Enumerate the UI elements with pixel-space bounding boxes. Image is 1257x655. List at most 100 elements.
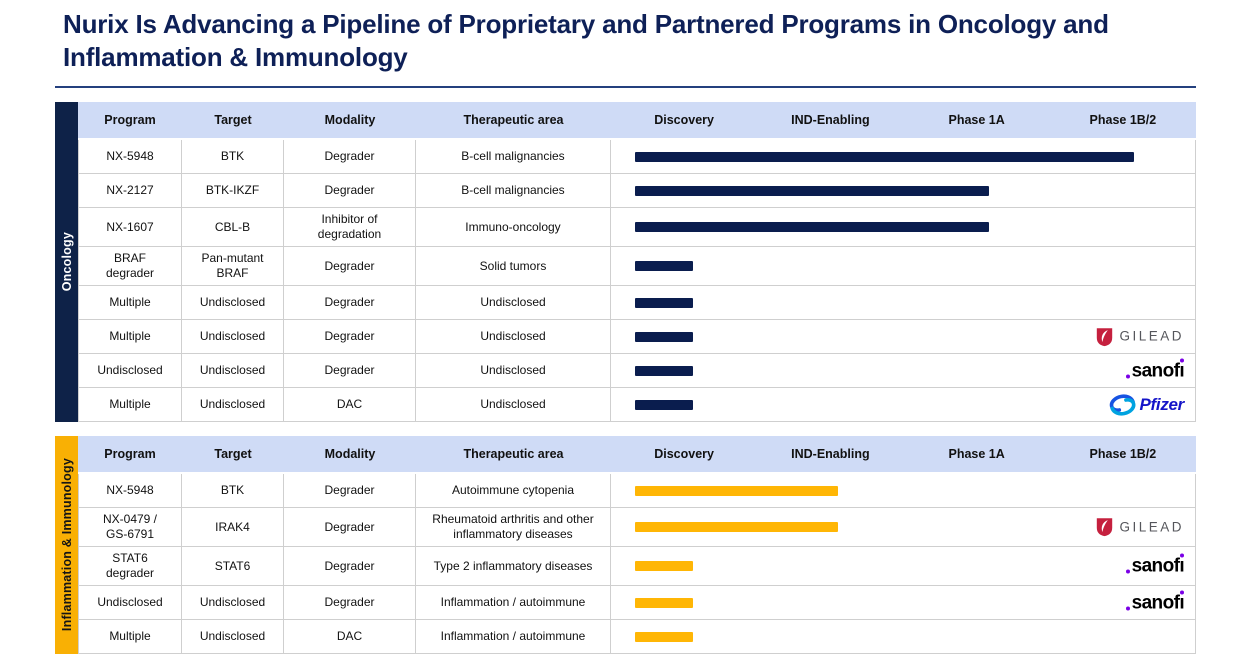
table-header-row: Program Target Modality Therapeutic area Dis…	[78, 102, 1196, 138]
phase-header: Discovery	[654, 113, 714, 127]
cell-therapeutic-area: Undisclosed	[416, 286, 611, 319]
partner-logo-slot: GILEAD	[1096, 518, 1184, 537]
cell-program: Multiple	[78, 620, 182, 653]
cell-modality: Degrader	[284, 174, 416, 207]
cell-therapeutic-area: Autoimmune cytopenia	[416, 474, 611, 507]
sanofi-i: ı	[1179, 358, 1185, 381]
cell-modality: Degrader	[284, 586, 416, 619]
phase-progress-bar	[634, 631, 694, 642]
cell-modality: Degrader	[284, 320, 416, 353]
sanofi-logo: sanofı	[1125, 358, 1185, 381]
gilead-wordmark: GILEAD	[1119, 328, 1184, 344]
cell-phase-timeline	[611, 140, 1196, 173]
sanofi-wordmark: sanof	[1131, 360, 1180, 381]
cell-phase-timeline	[611, 208, 1196, 246]
cell-phase-timeline	[611, 174, 1196, 207]
cell-therapeutic-area: Undisclosed	[416, 354, 611, 387]
cell-target: Undisclosed	[182, 320, 284, 353]
cell-phase-timeline	[611, 620, 1196, 653]
sanofi-dot-icon	[1125, 569, 1130, 574]
phase-header: Phase 1A	[948, 113, 1005, 127]
table-row: Undisclosed Undisclosed Degrader Inflamm…	[78, 586, 1196, 620]
phase-header: IND-Enabling	[791, 113, 870, 127]
cell-modality: Degrader	[284, 547, 416, 585]
table-row: NX-1607 CBL-B Inhibitor of degradation I…	[78, 208, 1196, 247]
pipeline-table: Program Target Modality Therapeutic area Dis…	[78, 436, 1196, 654]
cell-phase-timeline: GILEAD	[611, 320, 1196, 353]
pipeline-tables: Oncology Program Target Modality Therapeuti…	[55, 102, 1257, 654]
cell-therapeutic-area: Type 2 inflammatory diseases	[416, 547, 611, 585]
column-header: Program	[104, 447, 156, 461]
sanofi-i: ı	[1179, 553, 1185, 577]
cell-target: Undisclosed	[182, 354, 284, 387]
phase-progress-bar	[634, 261, 694, 271]
cell-therapeutic-area: Undisclosed	[416, 388, 611, 421]
cell-modality: DAC	[284, 620, 416, 653]
phase-progress-bar	[634, 297, 694, 308]
table-row: NX-5948 BTK Degrader Autoimmune cytopeni…	[78, 474, 1196, 508]
cell-target: Pan-mutant BRAF	[182, 247, 284, 285]
cell-therapeutic-area: Solid tumors	[416, 247, 611, 285]
phase-progress-bar	[634, 485, 838, 496]
table-row: NX-5948 BTK Degrader B-cell malignancies	[78, 140, 1196, 174]
table-row: BRAF degrader Pan-mutant BRAF Degrader S…	[78, 247, 1196, 286]
cell-modality: Degrader	[284, 140, 416, 173]
cell-target: Undisclosed	[182, 388, 284, 421]
column-header: Target	[214, 113, 252, 127]
cell-therapeutic-area: Undisclosed	[416, 320, 611, 353]
sanofi-dot-icon	[1125, 606, 1130, 610]
phase-header: Phase 1B/2	[1089, 447, 1157, 461]
cell-target: IRAK4	[182, 508, 284, 546]
table-header-row: Program Target Modality Therapeutic area Dis…	[78, 436, 1196, 472]
pfizer-wordmark: Pfizer	[1139, 395, 1185, 414]
column-header: Modality	[324, 447, 376, 461]
phase-header: IND-Enabling	[791, 447, 870, 461]
cell-target: BTK	[182, 474, 284, 507]
cell-program: Multiple	[78, 286, 182, 319]
sanofi-idot-icon	[1179, 590, 1184, 594]
phase-progress-bar	[634, 222, 990, 232]
cell-program: NX-5948	[78, 140, 182, 173]
cell-phase-timeline: sanofı	[611, 354, 1196, 387]
sanofi-wordmark: sanof	[1131, 555, 1180, 577]
cell-program: Undisclosed	[78, 354, 182, 387]
partner-logo-slot: Pfizer	[1109, 393, 1185, 416]
table-body: NX-5948 BTK Degrader Autoimmune cytopeni…	[78, 474, 1196, 654]
cell-target: Undisclosed	[182, 286, 284, 319]
cell-target: CBL-B	[182, 208, 284, 246]
sanofi-i: ı	[1179, 590, 1185, 613]
partner-logo-slot: sanofı	[1125, 358, 1185, 381]
sanofi-logo: sanofı	[1125, 590, 1185, 613]
phase-progress-bar	[634, 185, 990, 196]
cell-therapeutic-area: B-cell malignancies	[416, 174, 611, 207]
partner-logo-slot: GILEAD	[1096, 327, 1184, 346]
section-sidebar: Oncology	[55, 102, 78, 422]
cell-target: BTK-IKZF	[182, 174, 284, 207]
table-row: STAT6 degrader STAT6 Degrader Type 2 inf…	[78, 547, 1196, 586]
sanofi-idot-icon	[1179, 553, 1184, 558]
cell-program: Multiple	[78, 388, 182, 421]
cell-modality: Degrader	[284, 474, 416, 507]
section-label: Oncology	[59, 232, 74, 292]
cell-program: NX-1607	[78, 208, 182, 246]
phase-progress-bar	[634, 561, 694, 571]
table-row: Multiple Undisclosed Degrader Undisclose…	[78, 320, 1196, 354]
cell-program: BRAF degrader	[78, 247, 182, 285]
cell-modality: Degrader	[284, 508, 416, 546]
cell-modality: Inhibitor of degradation	[284, 208, 416, 246]
cell-modality: Degrader	[284, 247, 416, 285]
table-row: Undisclosed Undisclosed Degrader Undiscl…	[78, 354, 1196, 388]
phase-progress-bar	[634, 522, 838, 532]
phase-progress-bar	[634, 331, 694, 342]
sanofi-dot-icon	[1125, 374, 1130, 378]
sanofi-idot-icon	[1179, 358, 1184, 362]
table-row: Multiple Undisclosed Degrader Undisclose…	[78, 286, 1196, 320]
partner-logo-slot: sanofı	[1125, 590, 1185, 613]
table-body: NX-5948 BTK Degrader B-cell malignancies…	[78, 140, 1196, 422]
cell-program: Undisclosed	[78, 586, 182, 619]
cell-phase-timeline: Pfizer	[611, 388, 1196, 421]
section-label: Inflammation & Immunology	[59, 458, 74, 632]
cell-target: Undisclosed	[182, 620, 284, 653]
table-row: Multiple Undisclosed DAC Inflammation / …	[78, 620, 1196, 654]
column-header: Modality	[324, 113, 376, 127]
